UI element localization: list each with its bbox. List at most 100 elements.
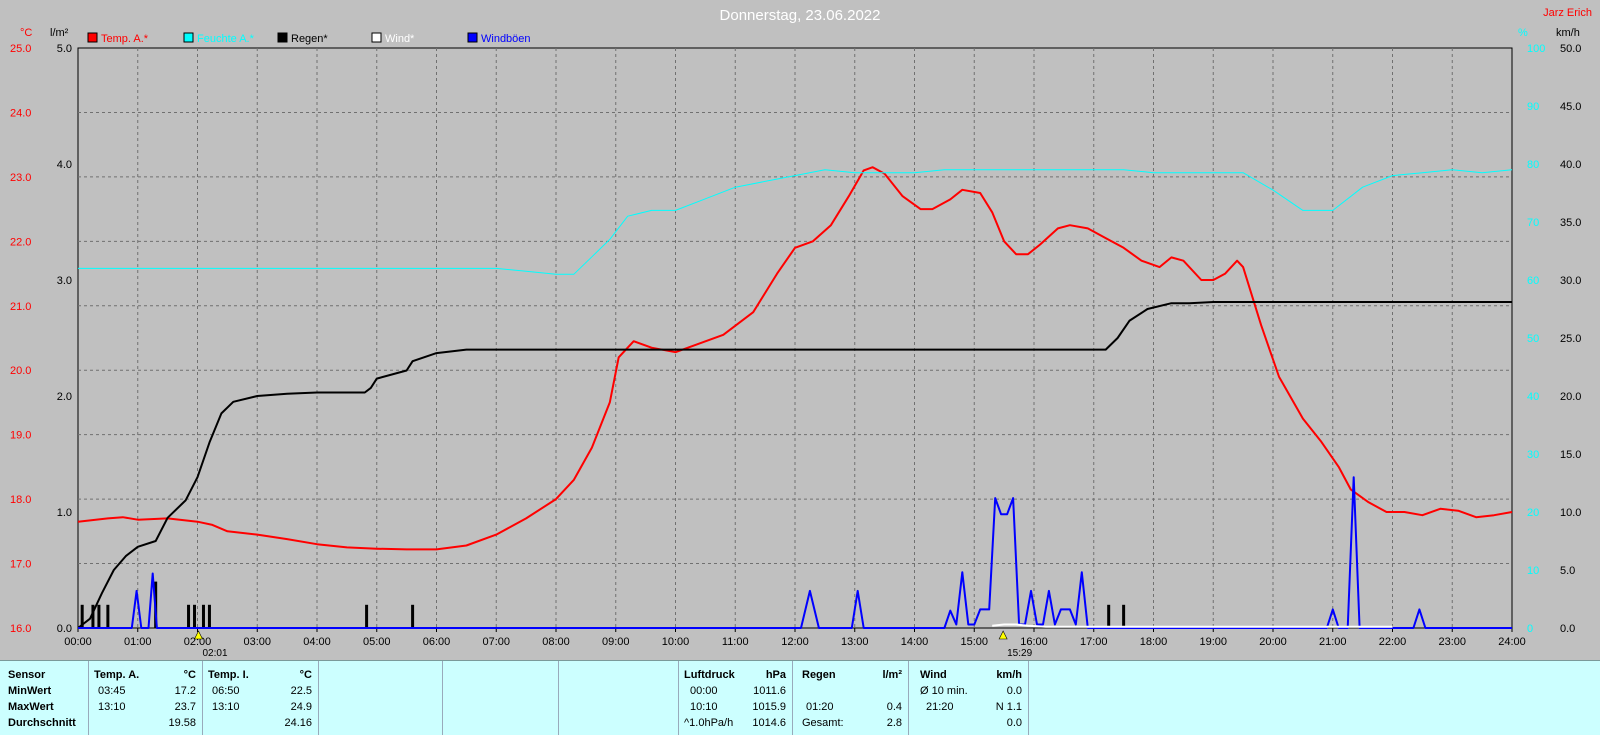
- stats-col-empty-3: [558, 661, 679, 735]
- rain-total-label: Gesamt:: [802, 717, 844, 729]
- temp-tick-label: 25.0: [10, 43, 31, 55]
- pressure-max: 1015.9: [752, 701, 786, 713]
- temp-tick-label: 22.0: [10, 236, 31, 248]
- temp-tick-label: 24.0: [10, 107, 31, 119]
- rain-bar: [207, 604, 211, 628]
- x-tick-label: 00:00: [64, 636, 92, 648]
- marker-label: 02:01: [202, 648, 227, 659]
- rain-header: Regen: [802, 669, 836, 681]
- legend-entry: Feuchte A.*: [197, 33, 255, 45]
- x-tick-label: 04:00: [303, 636, 331, 648]
- temp-a-min: 17.2: [174, 685, 196, 697]
- wind-axis-unit: km/h: [1556, 27, 1580, 39]
- pressure-unit: hPa: [765, 669, 786, 681]
- x-tick-label: 08:00: [542, 636, 570, 648]
- author-label: Jarz Erich: [1543, 7, 1592, 19]
- pressure-header: Luftdruck: [684, 669, 735, 681]
- rain-tick-label: 4.0: [57, 159, 72, 171]
- temp-tick-label: 20.0: [10, 365, 31, 377]
- pressure-min: 1011.6: [753, 685, 786, 697]
- rain-max-time: 01:20: [806, 701, 834, 713]
- temp-i-avg: 24.16: [284, 717, 312, 729]
- humidity-tick-label: 20: [1527, 507, 1539, 519]
- chart-title: Donnerstag, 23.06.2022: [720, 7, 881, 24]
- x-tick-label: 20:00: [1259, 636, 1287, 648]
- x-tick-label: 05:00: [363, 636, 391, 648]
- humidity-tick-label: 90: [1527, 101, 1539, 113]
- x-tick-label: 01:00: [124, 636, 152, 648]
- temp-a-unit: °C: [183, 669, 196, 681]
- humidity-tick-label: 60: [1527, 275, 1539, 287]
- wind-tick-label: 50.0: [1560, 43, 1581, 55]
- wind-tick-label: 15.0: [1560, 449, 1581, 461]
- temp-tick-label: 19.0: [10, 430, 31, 442]
- pressure-trend-label: ^1.0hPa/h: [684, 717, 734, 729]
- rain-tick-label: 0.0: [57, 623, 72, 635]
- series-line-feuchtea: [78, 169, 1513, 275]
- temp-a-max-time: 13:10: [98, 701, 126, 713]
- stats-col-temp-a: Temp. A. °C 03:45 17.2 13:10 23.7 19.58: [88, 661, 203, 735]
- rain-bar: [106, 604, 110, 628]
- temp-a-avg: 19.58: [168, 717, 196, 729]
- stats-table: Sensor MinWert MaxWert Durchschnitt Temp…: [0, 660, 1600, 735]
- temp-tick-label: 17.0: [10, 559, 31, 571]
- legend-entry: Temp. A.*: [101, 33, 149, 45]
- pressure-min-time: 00:00: [690, 685, 718, 697]
- rain-tick-label: 3.0: [57, 275, 72, 287]
- humidity-tick-label: 100: [1527, 43, 1545, 55]
- humidity-tick-label: 10: [1527, 565, 1539, 577]
- rain-total: 2.8: [886, 717, 902, 729]
- humidity-tick-label: 40: [1527, 391, 1539, 403]
- series-line-regen: [77, 301, 1512, 629]
- rain-tick-label: 2.0: [57, 391, 72, 403]
- rain-bar: [411, 604, 415, 628]
- wind-tick-label: 20.0: [1560, 391, 1581, 403]
- wind-avg-label: Ø 10 min.: [920, 685, 968, 697]
- rain-bar: [80, 604, 84, 628]
- legend-swatch: [277, 32, 288, 43]
- temp-a-max: 23.7: [174, 701, 196, 713]
- rain-bar: [1107, 604, 1111, 628]
- pressure-trend-value: 1014.6: [752, 717, 786, 729]
- temp-tick-label: 18.0: [10, 494, 31, 506]
- wind-tick-label: 40.0: [1560, 159, 1581, 171]
- temp-axis-unit: °C: [20, 27, 32, 39]
- temp-a-min-time: 03:45: [98, 685, 126, 697]
- wind-avg: 0.0: [1006, 685, 1022, 697]
- wind-last: 0.0: [1006, 717, 1022, 729]
- wind-max: N 1.1: [995, 701, 1022, 713]
- temp-i-max-time: 13:10: [212, 701, 240, 713]
- wind-tick-label: 5.0: [1560, 565, 1575, 577]
- legend-swatch: [183, 32, 194, 43]
- rain-bar: [193, 604, 197, 628]
- x-tick-label: 22:00: [1379, 636, 1407, 648]
- wind-tick-label: 30.0: [1560, 275, 1581, 287]
- legend-entry: Regen*: [291, 33, 328, 45]
- x-tick-label: 19:00: [1199, 636, 1227, 648]
- x-tick-label: 23:00: [1438, 636, 1466, 648]
- sensor-header: Sensor: [8, 669, 46, 681]
- wind-tick-label: 0.0: [1560, 623, 1575, 635]
- x-tick-label: 18:00: [1140, 636, 1168, 648]
- marker-icon: [194, 630, 203, 640]
- x-tick-label: 17:00: [1080, 636, 1108, 648]
- wind-tick-label: 10.0: [1560, 507, 1581, 519]
- rain-tick-label: 1.0: [57, 507, 72, 519]
- x-tick-label: 21:00: [1319, 636, 1347, 648]
- rain-bar: [91, 604, 95, 628]
- x-tick-label: 10:00: [662, 636, 690, 648]
- row-label-max: MaxWert: [8, 701, 54, 713]
- legend-entry: Wind*: [385, 33, 415, 45]
- humidity-axis-unit: %: [1518, 27, 1528, 39]
- rain-unit: l/m²: [882, 669, 902, 681]
- stats-col-wind: Wind km/h Ø 10 min. 0.0 21:20 N 1.1 0.0: [908, 661, 1029, 735]
- stats-col-sensor: Sensor MinWert MaxWert Durchschnitt: [0, 661, 89, 735]
- rain-axis-unit: l/m²: [50, 27, 69, 39]
- x-tick-label: 24:00: [1498, 636, 1526, 648]
- humidity-tick-label: 70: [1527, 217, 1539, 229]
- chart-area: 00:00 01:00 02:00 03:00 04:00 05:00 06:00 07:00…: [10, 7, 1592, 659]
- pressure-max-time: 10:10: [690, 701, 718, 713]
- x-tick-label: 15:00: [960, 636, 988, 648]
- series-line-tempa: [77, 166, 1513, 551]
- x-tick-label: 16:00: [1020, 636, 1048, 648]
